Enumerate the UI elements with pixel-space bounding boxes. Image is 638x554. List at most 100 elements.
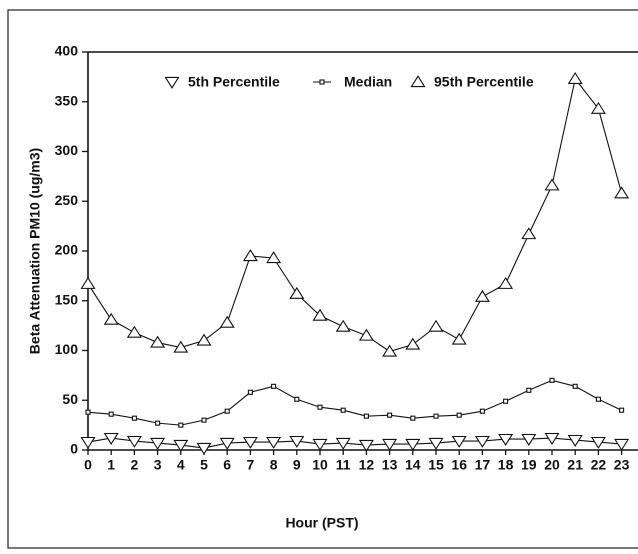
marker [428, 319, 444, 332]
marker [224, 408, 230, 414]
marker [80, 276, 96, 289]
y-axis-label: Beta Attenuation PM10 (ug/m3) [27, 148, 43, 354]
marker [294, 396, 300, 402]
marker [289, 435, 305, 448]
marker [405, 438, 421, 451]
marker [178, 422, 184, 428]
marker [103, 312, 119, 325]
x-tick-label: 23 [614, 457, 630, 473]
x-tick-label: 12 [359, 457, 375, 473]
marker [572, 383, 578, 389]
y-tick-label: 350 [55, 92, 79, 108]
x-tick-label: 13 [382, 457, 398, 473]
marker [80, 436, 96, 449]
y-tick-label: 50 [62, 391, 78, 407]
marker [312, 308, 328, 321]
x-tick-label: 15 [428, 457, 444, 473]
y-tick-label: 100 [55, 341, 79, 357]
marker [549, 377, 555, 383]
marker [126, 325, 142, 338]
marker [317, 404, 323, 410]
legend-label: Median [344, 74, 392, 90]
marker [242, 249, 258, 262]
marker [382, 344, 398, 357]
marker [521, 227, 537, 240]
marker [358, 328, 374, 341]
x-axis-label: Hour (PST) [285, 515, 358, 531]
x-tick-label: 4 [177, 457, 185, 473]
marker [410, 415, 416, 421]
x-tick-label: 6 [223, 457, 231, 473]
marker [456, 412, 462, 418]
marker [451, 332, 467, 345]
marker [614, 438, 630, 451]
marker [219, 315, 235, 328]
x-tick-label: 8 [270, 457, 278, 473]
marker [266, 436, 282, 449]
marker [85, 409, 91, 415]
marker [521, 433, 537, 446]
marker [619, 407, 625, 413]
series-line [87, 77, 623, 353]
x-tick-label: 21 [567, 457, 583, 473]
marker [358, 439, 374, 452]
marker [173, 340, 189, 353]
marker [526, 387, 532, 393]
series-line [87, 437, 622, 449]
x-tick-label: 22 [591, 457, 607, 473]
x-tick-label: 20 [544, 457, 560, 473]
marker [544, 178, 560, 191]
marker [474, 289, 490, 302]
marker [433, 413, 439, 419]
x-tick-label: 0 [84, 457, 92, 473]
marker [382, 438, 398, 451]
x-tick-label: 14 [405, 457, 421, 473]
marker [498, 433, 514, 446]
series-line [87, 379, 622, 426]
marker [544, 432, 560, 445]
marker [196, 333, 212, 346]
marker [196, 442, 212, 455]
legend-label: 95th Percentile [434, 74, 534, 90]
legend-label: 5th Percentile [188, 74, 280, 90]
marker [335, 437, 351, 450]
marker [150, 335, 166, 348]
marker [340, 407, 346, 413]
marker [335, 319, 351, 332]
x-tick-label: 17 [475, 457, 491, 473]
marker [155, 420, 161, 426]
legend-marker [319, 79, 325, 85]
legend-marker [164, 76, 180, 89]
y-tick-label: 150 [55, 291, 79, 307]
marker [451, 435, 467, 448]
marker [595, 396, 601, 402]
y-tick-label: 400 [55, 43, 79, 59]
marker [173, 439, 189, 452]
marker [271, 383, 277, 389]
marker [479, 408, 485, 414]
marker [150, 437, 166, 450]
marker [474, 435, 490, 448]
marker [219, 437, 235, 450]
frame [7, 9, 638, 549]
marker [428, 437, 444, 450]
marker [567, 71, 583, 84]
marker [590, 101, 606, 114]
x-tick-label: 1 [107, 457, 115, 473]
y-tick-label: 0 [70, 441, 78, 457]
marker [266, 251, 282, 264]
x-tick-label: 3 [154, 457, 162, 473]
marker [242, 436, 258, 449]
legend-marker [410, 75, 426, 88]
marker [590, 436, 606, 449]
y-tick-label: 200 [55, 242, 79, 258]
x-tick-label: 19 [521, 457, 537, 473]
marker [567, 434, 583, 447]
marker [614, 186, 630, 199]
marker [503, 398, 509, 404]
marker [312, 438, 328, 451]
x-tick-label: 11 [336, 457, 351, 473]
marker [131, 415, 137, 421]
x-tick-label: 16 [451, 457, 467, 473]
